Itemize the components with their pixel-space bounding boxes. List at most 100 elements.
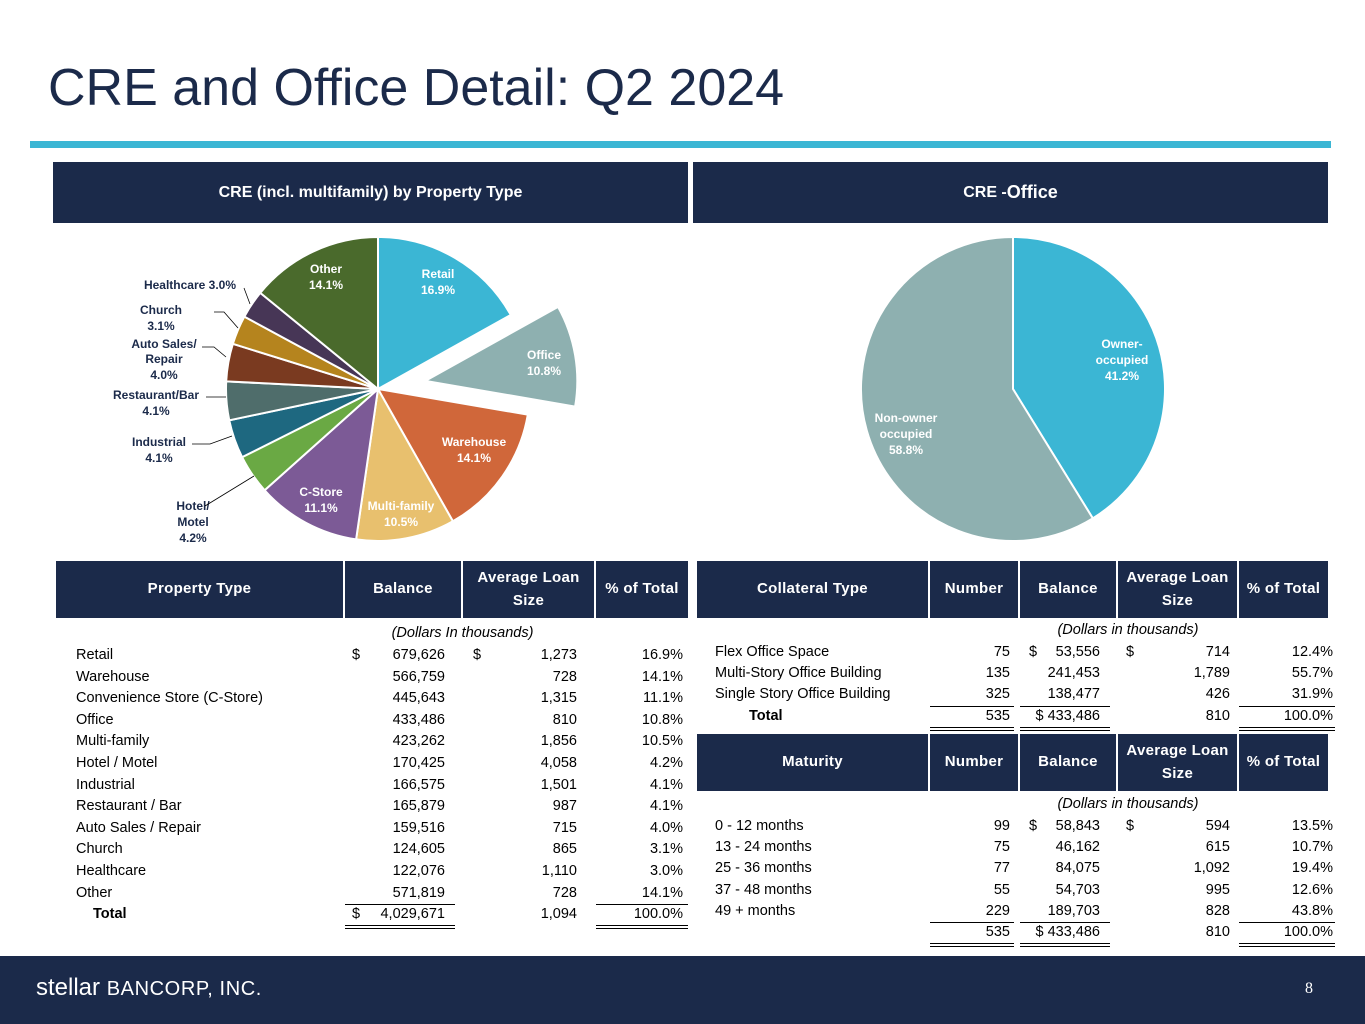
pie-slice-warehouse: [376, 387, 529, 523]
total-balance: $ 433,486: [1035, 708, 1100, 724]
slice-value-industrial: 4.1%: [145, 451, 173, 465]
coll-header-number: Number: [930, 561, 1018, 618]
row-dollar: $: [1126, 818, 1135, 834]
slice-label-nonowner: Non-owner: [875, 411, 938, 425]
slice-value-auto: 4.0%: [150, 368, 178, 382]
subtotal-line: [930, 922, 1014, 923]
pie-slice-office: [422, 305, 579, 408]
prop-row-pct: 4.1%: [649, 777, 683, 793]
pie-slice-c-store: [263, 386, 380, 541]
prop-row-pct: 10.5%: [641, 733, 683, 749]
total-double-line: [1020, 943, 1110, 947]
total-avg: 810: [1205, 708, 1230, 724]
prop-total-dollar: $: [352, 906, 361, 922]
slice-value-owner: 41.2%: [1105, 369, 1139, 383]
prop-row-pct: 4.2%: [649, 755, 683, 771]
total-label: Total: [749, 708, 783, 724]
row-dollar: $: [1126, 644, 1135, 660]
left-section-banner: CRE (incl. multifamily) by Property Type: [53, 162, 688, 223]
slice-label-owner: Owner-: [1101, 337, 1142, 351]
logo-word: stellar: [36, 974, 101, 1001]
prop-row-balance: 433,486: [392, 712, 445, 728]
slice-value-multifamily: 10.5%: [384, 515, 418, 529]
prop-row-avg: 865: [552, 841, 577, 857]
row-pct: 55.7%: [1291, 665, 1333, 681]
slice-label-motel: Motel: [177, 515, 208, 529]
row-dollar: $: [1029, 644, 1038, 660]
pie-slice-multi-family: [354, 385, 455, 542]
prop-row-pct: 11.1%: [642, 690, 683, 706]
row-number: 135: [985, 665, 1010, 681]
prop-row-avg: 987: [552, 798, 577, 814]
footer-bar: [0, 956, 1365, 1024]
total-double-line: [1239, 727, 1335, 731]
row-pct: 31.9%: [1291, 686, 1333, 702]
pie-slice-non-owner-occupied: [860, 235, 1095, 542]
prop-row-dollar: $: [473, 647, 482, 663]
total-number: 535: [985, 924, 1010, 940]
subtotal-line: [930, 706, 1014, 707]
subtotal-line: [1239, 922, 1335, 923]
coll-header-avg: Average Loan Size: [1118, 561, 1237, 618]
prop-row-pct: 10.8%: [641, 712, 683, 728]
row-avg: 1,789: [1193, 665, 1230, 681]
mat-header-pct: % of Total: [1239, 734, 1328, 791]
prop-header-type: Property Type: [56, 561, 343, 618]
slice-value-church: 3.1%: [147, 319, 175, 333]
row-dollar: $: [1029, 818, 1038, 834]
leader-line-hotel: [204, 475, 255, 507]
row-number: 77: [993, 860, 1010, 876]
left-banner-text: CRE (incl. multifamily) by Property Type: [218, 183, 523, 201]
row-type: 37 - 48 months: [715, 882, 812, 898]
prop-row-pct: 4.1%: [649, 798, 683, 814]
prop-row-type: Retail: [76, 647, 114, 663]
slice-value-office: 10.8%: [527, 364, 561, 378]
total-double-line: [1239, 943, 1335, 947]
slice-label-other: Other: [310, 262, 342, 276]
row-type: 0 - 12 months: [715, 818, 804, 834]
prop-row-avg: 1,501: [540, 777, 577, 793]
page-title: CRE and Office Detail: Q2 2024: [48, 59, 785, 117]
prop-row-avg: 1,110: [541, 863, 577, 879]
prop-row-balance: 124,605: [392, 841, 445, 857]
prop-row-dollar: $: [352, 647, 361, 663]
row-avg: 714: [1205, 644, 1230, 660]
company-logo: stellar BANCORP, INC.: [36, 974, 262, 1002]
prop-row-type: Convenience Store (C-Store): [76, 690, 263, 706]
row-type: 25 - 36 months: [715, 860, 812, 876]
prop-header-balance: Balance: [345, 561, 461, 618]
slice-label-warehouse: Warehouse: [442, 435, 507, 449]
prop-row-type: Office: [76, 712, 114, 728]
row-number: 99: [993, 818, 1010, 834]
slice-label-hotel: Hotel/: [176, 499, 210, 513]
page-number: 8: [1305, 980, 1313, 997]
slice-value-restaurant: 4.1%: [142, 404, 170, 418]
leader-line-healthcare: [243, 287, 251, 305]
mat-header-type: Maturity: [697, 734, 928, 791]
leader-line-church: [214, 311, 239, 329]
coll-header-type: Collateral Type: [697, 561, 928, 618]
slice-value-retail: 16.9%: [421, 283, 455, 297]
row-avg: 594: [1205, 818, 1230, 834]
prop-row-type: Warehouse: [76, 669, 150, 685]
prop-total-label: Total: [93, 906, 127, 922]
row-type: 13 - 24 months: [715, 839, 812, 855]
row-type: Single Story Office Building: [715, 686, 891, 702]
row-pct: 19.4%: [1291, 860, 1333, 876]
pie-slice-other: [258, 235, 379, 392]
slice-label-retail: Retail: [422, 267, 455, 281]
prop-row-type: Church: [76, 841, 123, 857]
mat-header-number: Number: [930, 734, 1018, 791]
subtotal-line: [1239, 706, 1335, 707]
slice-label-auto-sales: Auto Sales/: [131, 337, 197, 351]
total-double-line: [930, 943, 1014, 947]
pie-slice-retail: [377, 235, 513, 391]
prop-row-balance: 159,516: [392, 820, 445, 836]
row-avg: 1,092: [1193, 860, 1230, 876]
slice-label-office: Office: [527, 348, 561, 362]
pie-charts-canvas: Retail 16.9% Office 10.8% Warehouse 14.1…: [113, 235, 1166, 545]
right-banner-main: Office: [1006, 182, 1058, 202]
prop-row-type: Healthcare: [76, 863, 147, 879]
subtotal-line: [1020, 706, 1110, 707]
prop-row-pct: 16.9%: [641, 647, 683, 663]
